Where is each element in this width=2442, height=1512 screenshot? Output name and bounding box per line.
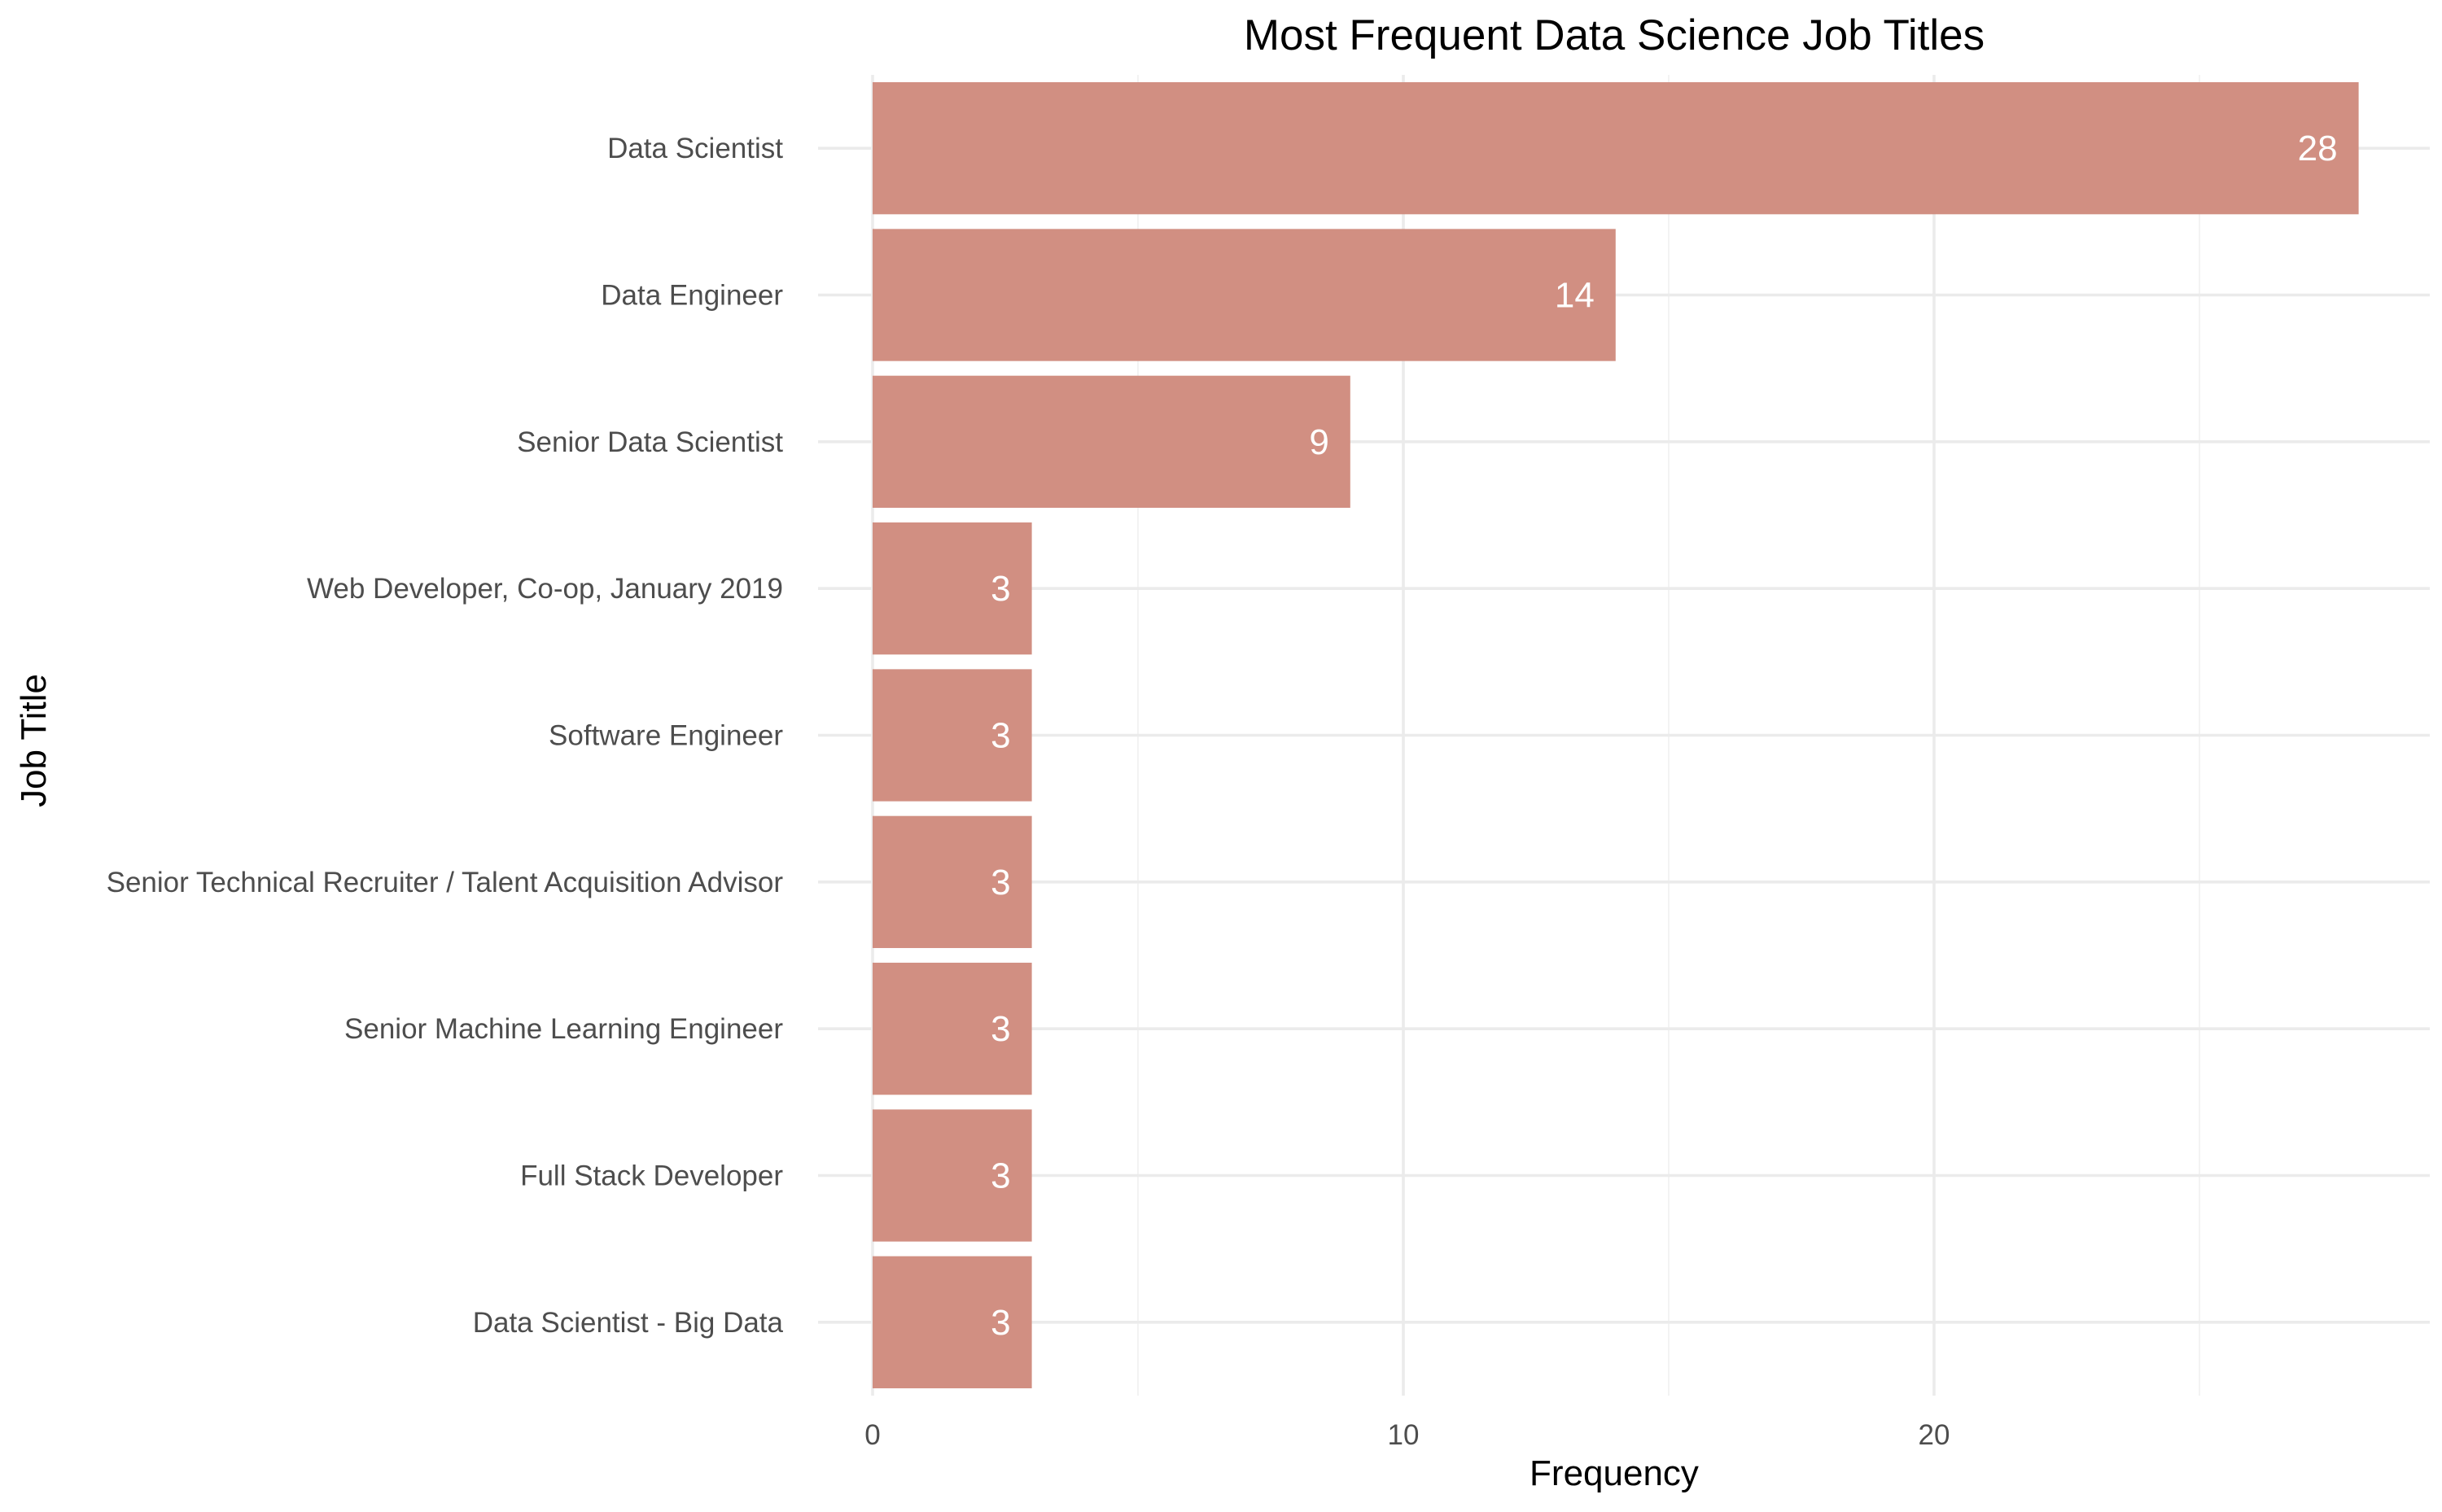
bar-value-label: 3 <box>991 1009 1010 1049</box>
bar-value-label: 9 <box>1309 422 1328 462</box>
y-tick-label: Software Engineer <box>549 720 783 752</box>
bars <box>873 82 2359 1388</box>
grid <box>818 75 2430 1396</box>
bar <box>873 963 1032 1095</box>
bar-value-label: 3 <box>991 1303 1010 1343</box>
bar <box>873 522 1032 655</box>
y-tick-label: Full Stack Developer <box>520 1160 783 1192</box>
bar <box>873 1109 1032 1242</box>
bar-value-label: 3 <box>991 569 1010 609</box>
bar <box>873 669 1032 802</box>
bar <box>873 1256 1032 1388</box>
bar <box>873 815 1032 948</box>
x-axis-tick-labels: 0 10 20 <box>864 1419 1950 1451</box>
bar <box>873 82 2359 215</box>
y-tick-label: Senior Machine Learning Engineer <box>344 1013 783 1045</box>
bar-value-labels: 28 14 9 3 3 3 3 3 3 <box>991 129 2337 1343</box>
y-tick-label: Data Scientist <box>607 133 783 164</box>
y-axis-title: Job Title <box>14 674 54 807</box>
bar-value-label: 3 <box>991 1156 1010 1196</box>
y-tick-label: Data Scientist - Big Data <box>473 1307 784 1339</box>
y-tick-label: Data Engineer <box>601 280 783 312</box>
x-axis-title: Frequency <box>1530 1453 1699 1493</box>
x-tick-label: 20 <box>1919 1419 1950 1451</box>
y-tick-label: Web Developer, Co-op, January 2019 <box>307 573 783 605</box>
bar-value-label: 28 <box>2298 129 2338 168</box>
bar-value-label: 14 <box>1555 276 1595 316</box>
y-tick-label: Senior Technical Recruiter / Talent Acqu… <box>107 867 784 898</box>
x-tick-label: 0 <box>864 1419 880 1451</box>
bar <box>873 375 1350 508</box>
x-tick-label: 10 <box>1388 1419 1420 1451</box>
bar-value-label: 3 <box>991 716 1010 756</box>
y-axis-tick-labels: Data Scientist Data Engineer Senior Data S… <box>107 133 784 1339</box>
y-tick-label: Senior Data Scientist <box>517 426 783 458</box>
chart-title: Most Frequent Data Science Job Titles <box>1244 11 1985 59</box>
bar <box>873 229 1616 361</box>
bar-value-label: 3 <box>991 863 1010 902</box>
